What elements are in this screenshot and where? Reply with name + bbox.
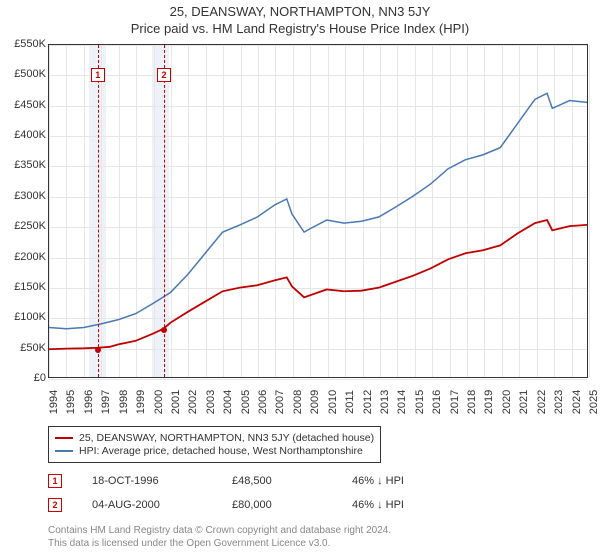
sale-date: 04-AUG-2000 [92, 499, 202, 511]
y-tick-label: £0 [6, 372, 46, 384]
footer-attribution: Contains HM Land Registry data © Crown c… [48, 524, 391, 550]
x-tick-label: 1997 [100, 390, 112, 414]
x-tick-label: 1994 [48, 390, 60, 414]
x-tick-label: 2001 [170, 390, 182, 414]
legend-swatch [55, 437, 73, 439]
chart-lines [49, 45, 587, 377]
x-tick-label: 2015 [414, 390, 426, 414]
x-tick-label: 2022 [536, 390, 548, 414]
sale-marker-box: 2 [157, 68, 171, 82]
sale-marker-dot [95, 347, 101, 353]
x-tick-label: 2011 [344, 390, 356, 414]
y-tick-label: £150K [6, 281, 46, 293]
footer-line1: Contains HM Land Registry data © Crown c… [48, 524, 391, 537]
x-tick-label: 2021 [519, 390, 531, 414]
y-tick-label: £200K [6, 251, 46, 263]
y-tick-label: £50K [6, 342, 46, 354]
sales-table: 1 18-OCT-1996 £48,500 46% ↓ HPI 2 04-AUG-2000… [48, 468, 404, 512]
x-tick-label: 1996 [83, 390, 95, 414]
sale-marker-box: 1 [91, 68, 105, 82]
legend-label: HPI: Average price, detached house, West… [79, 445, 363, 457]
x-tick-label: 2010 [327, 390, 339, 414]
x-tick-label: 2005 [240, 390, 252, 414]
gridline-horizontal [49, 379, 587, 380]
sale-marker-dot [161, 327, 167, 333]
legend-swatch [55, 450, 73, 452]
sale-row-marker: 1 [48, 474, 62, 488]
x-tick-label: 2009 [310, 390, 322, 414]
chart-subtitle: Price paid vs. HM Land Registry's House … [0, 21, 600, 36]
marker-dashed-line [98, 45, 99, 377]
x-tick-label: 2012 [362, 390, 374, 414]
legend: 25, DEANSWAY, NORTHAMPTON, NN3 5JY (deta… [48, 426, 381, 463]
sale-date: 18-OCT-1996 [92, 475, 202, 487]
sale-row: 2 04-AUG-2000 £80,000 46% ↓ HPI [48, 498, 404, 512]
legend-item: HPI: Average price, detached house, West… [55, 445, 374, 457]
x-tick-label: 2004 [222, 390, 234, 414]
y-tick-label: £250K [6, 220, 46, 232]
x-tick-label: 1995 [66, 390, 78, 414]
y-tick-label: £400K [6, 129, 46, 141]
x-tick-label: 2016 [431, 390, 443, 414]
footer-line2: This data is licensed under the Open Gov… [48, 537, 391, 550]
x-tick-label: 2013 [379, 390, 391, 414]
x-tick-label: 2003 [205, 390, 217, 414]
x-tick-label: 2018 [466, 390, 478, 414]
x-tick-label: 2002 [188, 390, 200, 414]
x-tick-label: 2019 [484, 390, 496, 414]
y-tick-label: £500K [6, 68, 46, 80]
sale-price: £48,500 [232, 475, 322, 487]
x-tick-label: 2007 [275, 390, 287, 414]
chart-title-address: 25, DEANSWAY, NORTHAMPTON, NN3 5JY [0, 4, 600, 19]
x-tick-label: 2020 [501, 390, 513, 414]
sale-price: £80,000 [232, 499, 322, 511]
sale-relative-hpi: 46% ↓ HPI [352, 475, 404, 487]
gridline-vertical [589, 45, 590, 377]
x-tick-label: 1999 [135, 390, 147, 414]
y-axis: £0£50K£100K£150K£200K£250K£300K£350K£400… [0, 44, 48, 378]
sale-row: 1 18-OCT-1996 £48,500 46% ↓ HPI [48, 474, 404, 488]
x-tick-label: 2008 [292, 390, 304, 414]
x-tick-label: 2024 [571, 390, 583, 414]
x-tick-label: 1998 [118, 390, 130, 414]
legend-item: 25, DEANSWAY, NORTHAMPTON, NN3 5JY (deta… [55, 432, 374, 444]
y-tick-label: £350K [6, 159, 46, 171]
series-line [49, 220, 587, 349]
y-tick-label: £300K [6, 190, 46, 202]
legend-label: 25, DEANSWAY, NORTHAMPTON, NN3 5JY (deta… [79, 432, 374, 444]
x-tick-label: 2014 [397, 390, 409, 414]
x-tick-label: 2025 [588, 390, 600, 414]
sale-row-marker: 2 [48, 498, 62, 512]
chart-plot-area: 12 [48, 44, 588, 378]
x-tick-label: 2000 [153, 390, 165, 414]
y-tick-label: £450K [6, 99, 46, 111]
y-tick-label: £100K [6, 311, 46, 323]
y-tick-label: £550K [6, 38, 46, 50]
sale-relative-hpi: 46% ↓ HPI [352, 499, 404, 511]
x-tick-label: 2017 [449, 390, 461, 414]
x-tick-label: 2023 [553, 390, 565, 414]
x-tick-label: 2006 [257, 390, 269, 414]
